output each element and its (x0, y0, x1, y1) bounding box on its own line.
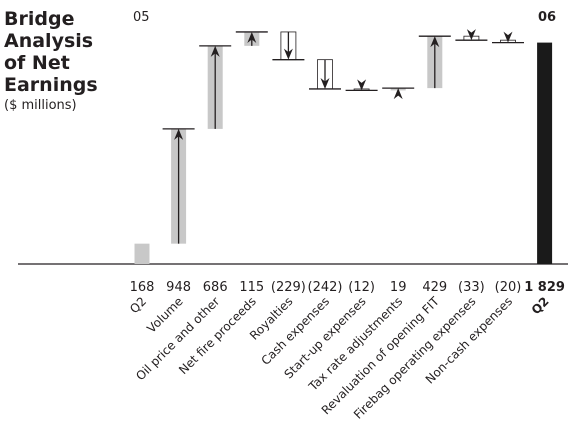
value-label: 19 (390, 280, 407, 295)
chart-unit: ($ millions) (4, 98, 77, 113)
value-label: (12) (348, 280, 375, 295)
arrow-head-10 (503, 31, 513, 43)
arrow-head-3 (247, 31, 257, 43)
value-label: (20) (495, 280, 522, 295)
value-label: 1 829 (524, 280, 565, 295)
chart-title: Bridge Analysis of Net Earnings (4, 8, 98, 96)
arrow-head-8 (430, 36, 440, 48)
value-label: 686 (203, 280, 228, 295)
arrow-head-1 (174, 128, 184, 140)
start-period-label: 05 (133, 10, 150, 25)
bar-start-total (134, 243, 150, 264)
value-label: 429 (422, 280, 447, 295)
value-label: (33) (458, 280, 485, 295)
value-label: 168 (130, 280, 155, 295)
category-label: Q2 (529, 294, 552, 317)
arrow-head-5 (320, 77, 330, 89)
value-label: 115 (239, 280, 264, 295)
arrow-head-4 (283, 48, 293, 60)
arrow-head-6 (357, 79, 367, 91)
value-label: 948 (166, 280, 191, 295)
value-label: (242) (308, 280, 343, 295)
category-label: Q2 (127, 294, 149, 316)
arrow-head-7 (393, 88, 403, 100)
arrow-head-2 (210, 45, 220, 57)
bar-end-total (537, 42, 553, 264)
value-label: (229) (271, 280, 306, 295)
end-period-label: 06 (538, 10, 557, 25)
arrow-head-9 (466, 29, 476, 41)
